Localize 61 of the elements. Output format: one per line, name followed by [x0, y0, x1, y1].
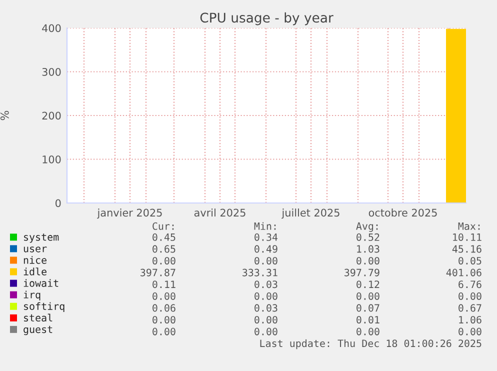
- legend-label: user: [24, 246, 47, 252]
- text: 397.87: [140, 268, 176, 276]
- text: 0.06: [152, 304, 176, 312]
- text: 45.16: [452, 245, 482, 253]
- text: 1.06: [459, 316, 482, 324]
- legend-label: guest: [24, 326, 52, 336]
- text: Avg:: [356, 222, 378, 232]
- text: Max:: [458, 222, 480, 230]
- text: 0.00: [356, 256, 380, 265]
- text: 6.76: [458, 280, 482, 288]
- text: 0.00: [152, 328, 176, 336]
- y-tick-label: 200: [42, 112, 61, 120]
- text: 1.03: [357, 245, 380, 253]
- text: 0.45: [152, 233, 176, 241]
- text: 0.11: [152, 280, 176, 288]
- text: 0.01: [356, 316, 380, 324]
- text: 0.00: [254, 292, 278, 300]
- y-tick-label: 300: [42, 68, 61, 76]
- legend-label: nice: [24, 256, 46, 264]
- chart-title: CPU usage - by year: [200, 12, 334, 26]
- y-axis-title: %: [0, 110, 9, 120]
- legend-label: softirq: [24, 302, 64, 312]
- x-tick-label: octobre 2025: [368, 208, 437, 217]
- text: 10.11: [453, 233, 482, 241]
- x-tick-label: janvier 2025: [97, 208, 162, 219]
- text: 0.05: [458, 256, 482, 265]
- text: 0.00: [254, 316, 278, 324]
- legend-label: system: [24, 234, 59, 243]
- text: Cur:: [152, 222, 174, 230]
- text: 0.00: [458, 292, 482, 300]
- text: 0.00: [152, 316, 176, 324]
- text: 0.07: [356, 304, 380, 312]
- text: 0.34: [254, 233, 278, 241]
- text: 0.00: [356, 292, 380, 300]
- legend-label: irq: [24, 290, 40, 300]
- text: 0.00: [152, 256, 176, 265]
- text: 0.00: [458, 328, 482, 336]
- y-tick-label: 100: [42, 155, 61, 164]
- text: 0.03: [254, 304, 278, 312]
- legend-label: iowait: [24, 279, 58, 287]
- x-tick-label: juillet 2025: [282, 208, 340, 219]
- text: 0.00: [356, 328, 380, 336]
- x-tick-label: avril 2025: [194, 208, 246, 217]
- legend-label: idle: [24, 268, 46, 276]
- text: 0.00: [254, 328, 278, 336]
- text: Min:: [254, 222, 276, 230]
- y-tick-label: 0: [56, 199, 61, 208]
- legend-label: steal: [24, 314, 52, 322]
- text: Last update: Thu Dec 18 01:00:26 2025: [260, 339, 482, 350]
- text: 0.03: [254, 280, 278, 288]
- text: 0.65: [152, 245, 176, 253]
- text: 333.31: [242, 268, 278, 276]
- y-tick-label: 400: [42, 24, 61, 32]
- text: 401.06: [446, 268, 482, 276]
- text: 397.79: [344, 268, 380, 276]
- text: 0.12: [356, 280, 380, 288]
- text: 0.49: [254, 245, 278, 253]
- text: 0.00: [254, 256, 278, 265]
- text: 0.67: [458, 304, 482, 312]
- text: 0.00: [152, 292, 176, 300]
- text: 0.52: [356, 233, 380, 241]
